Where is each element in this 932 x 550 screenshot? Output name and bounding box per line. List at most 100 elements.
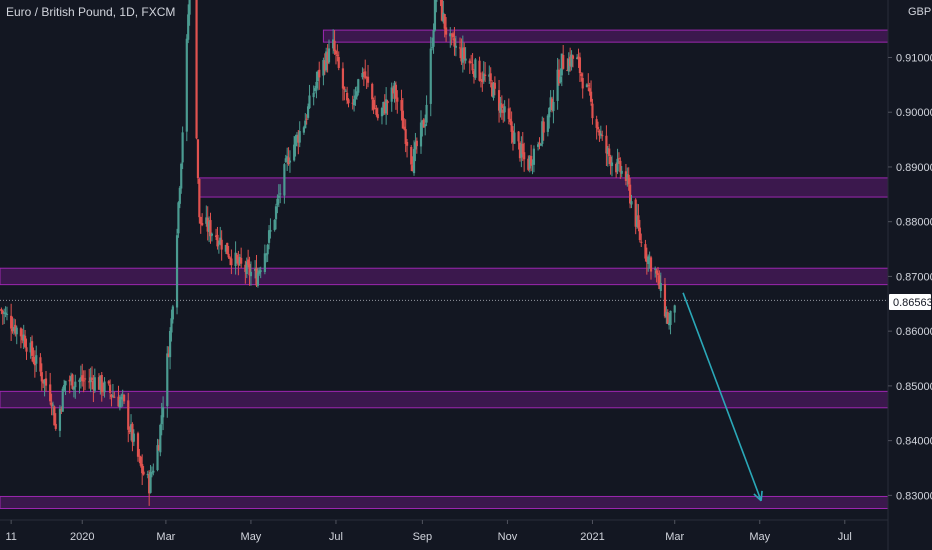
candle [482,61,485,84]
candle [160,402,163,436]
candle [166,346,169,418]
price-axis[interactable]: 0.83000 0.84000 0.85000 0.86000 0.87000 0.880… [888,52,932,502]
candle-body [39,357,42,372]
candle-body [42,379,45,384]
candle-body [245,261,248,275]
candle-body [478,60,481,81]
candle [673,304,676,323]
candle [385,87,388,125]
candle-body [293,144,296,161]
candle-body [83,378,87,380]
candle-body [10,315,13,329]
candle [580,72,583,82]
candle-body [61,388,64,412]
candle [150,466,154,478]
candle-body [347,99,350,104]
candle [259,266,262,279]
candle [198,178,201,224]
candle [188,0,191,26]
candle [227,246,230,259]
candle [53,405,56,426]
candle [129,414,133,441]
candle [431,37,434,51]
candle-body [587,85,590,87]
candle-body [536,144,540,147]
candle-body [567,58,570,72]
candle-body [166,353,169,407]
candle [44,370,48,392]
candle [141,454,144,486]
time-axis[interactable]: 11 2020 Mar May Jul Sep Nov 2021 Mar May Jul [5,520,852,543]
candle [659,272,662,298]
candle [589,80,593,106]
candle [120,393,123,408]
candle [569,47,572,72]
candle [538,137,541,150]
candle-body [210,233,213,236]
candle-body [4,312,7,315]
candle-body [362,72,365,74]
candle-body [74,381,77,388]
candle-body [451,33,455,38]
candle-body [658,275,661,289]
candle [530,144,533,172]
candle [30,335,34,362]
candle-body [33,361,36,366]
y-tick-label: 0.88000 [896,217,932,229]
candle-body [255,267,258,286]
candle [214,228,218,241]
candle [606,146,609,167]
candle [187,4,190,44]
candle [549,90,552,112]
candle [617,152,621,164]
arrow-head-left [760,490,763,501]
candle [298,121,301,148]
candle-body [566,69,569,71]
candle-body [570,54,573,67]
candle-body [92,380,95,390]
x-tick-label: Jul [838,531,852,543]
candle-body [53,406,56,426]
candle-body [444,27,448,35]
candle-body [442,12,445,22]
candle-body [550,98,554,111]
candle-body [82,380,85,382]
candle-body [199,216,202,224]
candle [599,125,602,139]
candle-body [507,108,510,120]
candle-body [666,312,669,325]
candle-body [481,79,484,83]
candle-body [492,83,495,98]
candle [287,147,290,166]
projection-arrow[interactable] [682,292,763,502]
candle [258,267,261,276]
candle [128,426,131,435]
candle-body [111,395,115,397]
candle [352,89,356,112]
candle [97,373,101,390]
candle [295,132,299,147]
candle-body [352,99,356,106]
candle [527,155,530,172]
candle [393,80,396,103]
candle [410,145,413,172]
candle-body [424,124,427,127]
candle [616,148,619,175]
x-tick-label: May [241,531,262,543]
candle-body [58,408,62,431]
candle-body [248,263,251,276]
candle [201,213,204,227]
candle-body [128,430,131,433]
candle [240,247,243,269]
candle-body [312,92,315,98]
candle [502,103,505,123]
candle [131,422,134,452]
candle-body [530,155,533,166]
candle [489,67,492,88]
candle [619,157,622,179]
candle-body [343,86,346,90]
candle-body [326,52,329,64]
candle [220,230,223,261]
candle [122,393,126,405]
candle-body [195,0,198,139]
